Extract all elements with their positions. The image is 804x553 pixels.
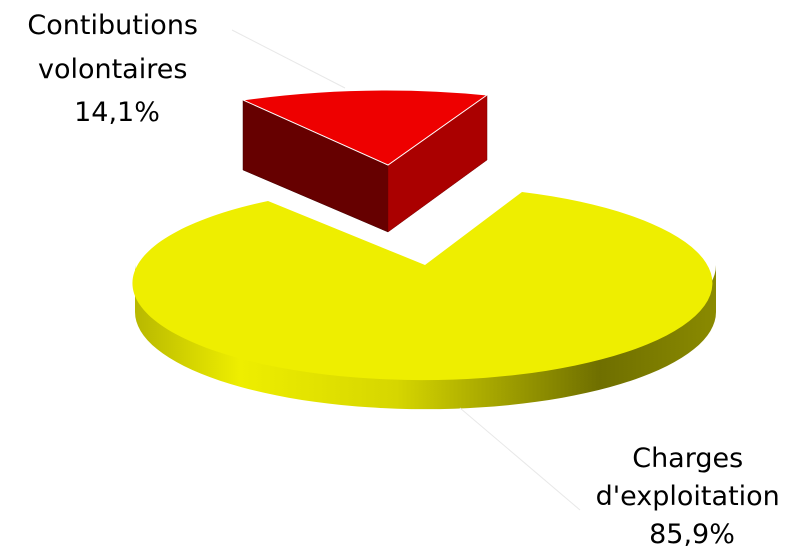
label-charges-line1: Charges [632,443,743,474]
label-contributions-line1: Contibutions [27,10,198,41]
label-charges-value: 85,9% [649,519,735,549]
leader-line-contributions [231,29,346,89]
label-charges-line2: d'exploitation [596,481,780,512]
data-label-contributions: Contibutions volontaires 14,1% [27,10,206,128]
label-contributions-line2: volontaires [38,54,187,85]
slice-charges-side [135,265,716,410]
slice-charges [132,192,716,410]
label-contributions-value: 14,1% [74,97,160,128]
slice-charges-top [132,192,713,381]
data-label-charges: Charges d'exploitation 85,9% [596,443,789,549]
leader-line-charges [459,407,581,511]
slice-contributions [241,89,489,233]
slice-contributions-top [241,89,489,166]
